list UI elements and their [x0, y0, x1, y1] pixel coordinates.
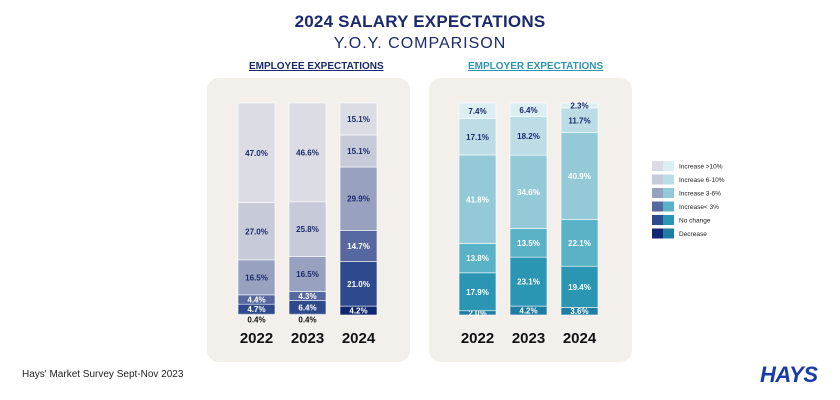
data-label: 16.5%: [245, 273, 268, 282]
bar-segment: [509, 102, 548, 117]
data-label: 18.2%: [517, 132, 540, 141]
x-tick-label: 2023: [291, 330, 324, 347]
data-label: 29.9%: [347, 195, 370, 204]
data-label: 22.1%: [568, 239, 591, 248]
x-tick-label: 2024: [342, 330, 376, 347]
bar-segment: [560, 219, 599, 267]
bar-segment: [458, 118, 497, 156]
data-label: 46.6%: [296, 148, 319, 157]
data-label: 4.2%: [519, 307, 537, 316]
legend-swatch-employee: [652, 215, 663, 225]
x-tick-label: 2022: [240, 330, 273, 347]
x-tick-label: 2023: [512, 330, 545, 347]
data-label: 0.4%: [298, 316, 316, 325]
data-label: 6.4%: [519, 106, 537, 115]
data-label: 19.4%: [568, 283, 591, 292]
chart-title: 2024 SALARY EXPECTATIONS: [294, 12, 546, 31]
bar-segment: [509, 256, 548, 307]
legend-label: No change: [679, 218, 711, 225]
data-label: 27.0%: [245, 227, 268, 236]
legend-label: Increase >10%: [679, 164, 723, 171]
data-label: 16.5%: [296, 270, 319, 279]
data-label: 13.8%: [466, 254, 489, 263]
bar-segment: [560, 265, 599, 308]
legend-swatch-employee: [652, 188, 663, 198]
legend-label: Increase 6-10%: [679, 177, 725, 184]
bar-segment: [339, 134, 378, 168]
legend-label: Increase 3-6%: [679, 191, 721, 198]
legend-swatch-employer: [663, 228, 674, 239]
chart-subtitle: Y.O.Y. COMPARISON: [333, 35, 507, 52]
legend-label: Decrease: [679, 231, 707, 238]
data-label: 14.7%: [347, 242, 370, 251]
data-label: 3.6%: [570, 307, 588, 316]
legend-label: Increase< 3%: [679, 204, 719, 211]
bar-segment: [458, 154, 497, 244]
data-label: 15.1%: [347, 147, 370, 156]
bar-segment: [288, 201, 327, 257]
data-label: 15.1%: [347, 115, 370, 124]
bar-segment: [339, 261, 378, 307]
bar-segment: [339, 230, 378, 262]
bar-segment: [288, 256, 327, 292]
bar-segment: [237, 259, 276, 296]
bar-segment: [237, 202, 276, 261]
data-label: 21.0%: [347, 280, 370, 289]
employer-panel-title: EMPLOYER EXPECTATIONS: [468, 61, 604, 72]
x-tick-label: 2024: [563, 330, 597, 347]
legend-swatch-employer: [663, 215, 674, 225]
data-label: 0.4%: [247, 316, 265, 325]
bar-segment: [339, 102, 378, 136]
legend-swatch-employer: [663, 201, 674, 212]
data-label: 23.1%: [517, 278, 540, 287]
x-tick-label: 2022: [461, 330, 494, 347]
data-label: 4.3%: [298, 292, 316, 301]
bar-segment: [509, 228, 548, 258]
data-label: 17.1%: [466, 133, 489, 142]
data-label: 2.0%: [468, 309, 486, 318]
legend-swatch-employee: [652, 174, 663, 185]
bar-segment: [560, 107, 599, 133]
legend-swatch-employee: [652, 201, 663, 212]
data-label: 40.9%: [568, 172, 591, 181]
legend-swatch-employer: [663, 188, 674, 198]
data-label: 4.7%: [247, 305, 265, 314]
data-label: 34.6%: [517, 188, 540, 197]
data-label: 47.0%: [245, 149, 268, 158]
legend-swatch-employee: [652, 228, 663, 239]
bar-segment: [458, 102, 497, 119]
data-label: 4.2%: [349, 307, 367, 316]
bar-segment: [560, 132, 599, 220]
data-label: 2.3%: [570, 101, 588, 110]
data-label: 41.8%: [466, 195, 489, 204]
bar-segment: [458, 243, 497, 274]
data-label: 6.4%: [298, 303, 316, 312]
data-label: 13.5%: [517, 239, 540, 248]
legend-swatch-employer: [663, 161, 674, 171]
data-label: 11.7%: [568, 116, 590, 125]
bar-segment: [288, 102, 327, 203]
bar-segment: [237, 102, 276, 203]
legend-swatch-employee: [652, 161, 663, 171]
data-label: 4.4%: [247, 296, 265, 305]
data-label: 17.9%: [466, 288, 489, 297]
data-label: 7.4%: [468, 107, 486, 116]
source-footnote: Hays' Market Survey Sept-Nov 2023: [22, 369, 184, 380]
bar-segment: [560, 102, 599, 109]
legend-swatch-employer: [663, 174, 674, 185]
data-label: 25.8%: [296, 225, 319, 234]
hays-logo: HAYS: [760, 362, 818, 387]
bar-segment: [339, 166, 378, 231]
employee-panel-title: EMPLOYEE EXPECTATIONS: [249, 61, 384, 72]
bar-segment: [458, 272, 497, 312]
